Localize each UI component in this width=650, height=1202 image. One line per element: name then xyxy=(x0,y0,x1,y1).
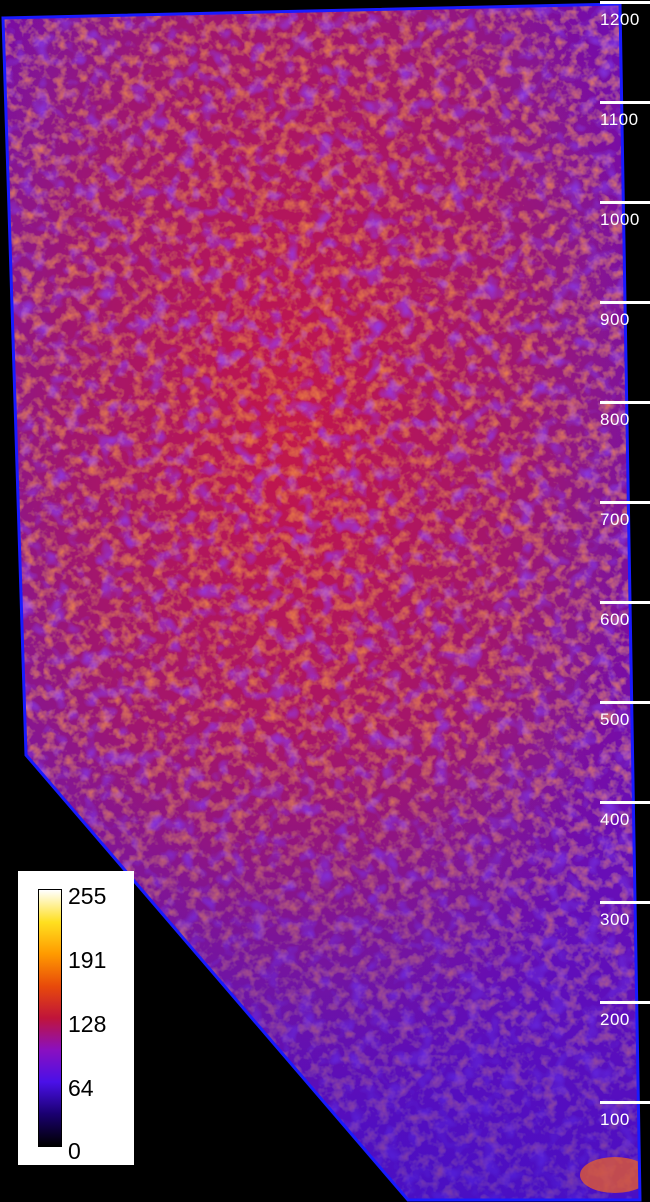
scale-label-200: 200 xyxy=(600,1010,630,1029)
scale-label-600: 600 xyxy=(600,610,630,629)
scale-label-1000: 1000 xyxy=(600,210,640,229)
scale-label-1100: 1100 xyxy=(600,110,639,129)
scale-tick xyxy=(600,1001,650,1004)
scale-label-300: 300 xyxy=(600,910,630,929)
scale-tick xyxy=(600,401,650,404)
scale-tick xyxy=(600,801,650,804)
scale-tick xyxy=(600,201,650,204)
scale-label-100: 100 xyxy=(600,1110,630,1129)
colorbar-legend: 255 191 128 64 0 xyxy=(18,871,134,1165)
scale-label-700: 700 xyxy=(600,510,630,529)
scale-label-500: 500 xyxy=(600,710,630,729)
scale-label-1200: 1200 xyxy=(600,10,640,29)
scale-tick xyxy=(600,1101,650,1104)
colorbar-label-0: 0 xyxy=(68,1138,81,1164)
colorbar-label-191: 191 xyxy=(68,947,107,973)
scale-tick xyxy=(600,501,650,504)
colorbar-gradient xyxy=(38,889,62,1147)
scale-tick xyxy=(600,1,650,4)
colorbar-label-255: 255 xyxy=(68,883,107,909)
colorbar-label-128: 128 xyxy=(68,1011,107,1037)
scale-tick xyxy=(600,101,650,104)
scale-tick xyxy=(600,301,650,304)
colorbar-label-64: 64 xyxy=(68,1075,94,1101)
scale-tick xyxy=(600,701,650,704)
scale-label-900: 900 xyxy=(600,310,630,329)
scale-label-400: 400 xyxy=(600,810,630,829)
scale-tick xyxy=(600,901,650,904)
scale-tick xyxy=(600,601,650,604)
scale-label-800: 800 xyxy=(600,410,630,429)
